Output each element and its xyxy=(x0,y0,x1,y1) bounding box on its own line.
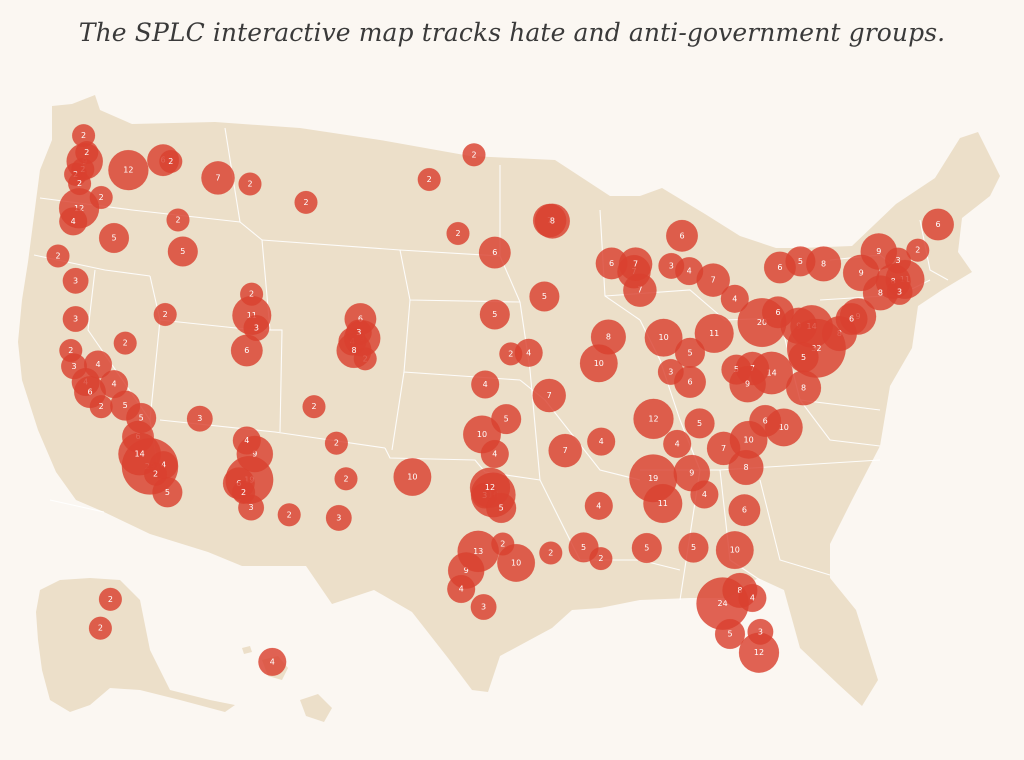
group-marker[interactable] xyxy=(728,449,764,486)
group-marker[interactable] xyxy=(417,167,441,192)
group-marker[interactable] xyxy=(89,185,113,210)
group-marker[interactable] xyxy=(62,305,89,333)
group-marker[interactable] xyxy=(277,503,301,527)
group-marker[interactable] xyxy=(143,462,168,486)
group-marker[interactable] xyxy=(480,439,509,469)
group-marker[interactable] xyxy=(589,546,613,571)
group-marker[interactable] xyxy=(98,222,130,254)
group-marker[interactable] xyxy=(167,236,198,267)
group-marker[interactable] xyxy=(294,190,318,215)
group-marker[interactable] xyxy=(715,531,754,570)
group-marker[interactable] xyxy=(166,208,190,232)
group-marker[interactable] xyxy=(258,647,287,677)
group-marker[interactable] xyxy=(720,284,749,313)
group-marker[interactable] xyxy=(706,431,741,466)
group-marker[interactable] xyxy=(738,583,767,613)
group-marker[interactable] xyxy=(201,161,235,195)
group-marker[interactable] xyxy=(618,247,653,281)
group-marker[interactable] xyxy=(534,203,571,239)
group-marker[interactable] xyxy=(470,593,497,621)
group-marker[interactable] xyxy=(673,365,707,399)
land-layer xyxy=(18,95,1000,722)
hawaii-shape xyxy=(242,646,332,722)
group-marker[interactable] xyxy=(548,433,583,468)
group-marker[interactable] xyxy=(886,278,913,306)
group-marker[interactable] xyxy=(749,404,782,437)
group-marker[interactable] xyxy=(62,267,89,294)
group-marker[interactable] xyxy=(491,532,515,556)
group-marker[interactable] xyxy=(690,480,719,509)
state-borders xyxy=(33,127,949,601)
group-marker[interactable] xyxy=(447,574,476,604)
group-marker[interactable] xyxy=(108,149,149,191)
group-marker[interactable] xyxy=(336,332,372,369)
group-marker[interactable] xyxy=(633,398,674,440)
group-marker[interactable] xyxy=(631,532,662,564)
group-marker[interactable] xyxy=(587,427,616,456)
group-marker[interactable] xyxy=(763,251,796,284)
group-marker[interactable] xyxy=(334,467,358,491)
group-marker[interactable] xyxy=(663,429,692,459)
group-marker[interactable] xyxy=(728,494,761,527)
group-marker[interactable] xyxy=(152,477,183,508)
group-marker[interactable] xyxy=(230,334,263,367)
group-marker[interactable] xyxy=(159,149,183,174)
group-marker[interactable] xyxy=(675,256,704,286)
map-caption: The SPLC interactive map tracks hate and… xyxy=(78,18,946,47)
group-marker[interactable] xyxy=(98,587,123,611)
group-marker[interactable] xyxy=(232,426,261,455)
group-marker[interactable] xyxy=(491,403,522,435)
group-marker[interactable] xyxy=(302,395,326,419)
group-marker[interactable] xyxy=(884,247,912,274)
group-marker[interactable] xyxy=(186,405,213,432)
group-marker[interactable] xyxy=(644,318,683,357)
group-marker[interactable] xyxy=(46,244,70,268)
group-marker[interactable] xyxy=(59,207,88,236)
group-marker[interactable] xyxy=(747,618,774,645)
group-marker[interactable] xyxy=(906,238,930,262)
group-marker[interactable] xyxy=(71,123,96,148)
group-marker[interactable] xyxy=(486,492,517,524)
group-marker[interactable] xyxy=(788,342,819,373)
group-marker[interactable] xyxy=(89,395,113,419)
group-marker[interactable] xyxy=(113,331,137,355)
group-marker[interactable] xyxy=(446,221,470,246)
group-marker[interactable] xyxy=(539,541,563,565)
group-marker[interactable] xyxy=(393,457,432,497)
group-marker[interactable] xyxy=(238,172,262,196)
group-marker[interactable] xyxy=(714,618,746,650)
group-marker[interactable] xyxy=(729,365,766,403)
group-marker[interactable] xyxy=(231,480,256,504)
group-marker[interactable] xyxy=(462,143,486,167)
group-marker[interactable] xyxy=(479,299,510,330)
group-marker[interactable] xyxy=(499,342,523,366)
group-marker[interactable] xyxy=(532,378,567,413)
group-marker[interactable] xyxy=(88,616,113,640)
group-marker[interactable] xyxy=(678,532,709,563)
group-marker[interactable] xyxy=(239,282,264,306)
group-marker[interactable] xyxy=(643,483,683,524)
group-marker[interactable] xyxy=(324,431,349,455)
group-marker[interactable] xyxy=(126,402,157,434)
group-marker[interactable] xyxy=(99,370,129,399)
group-marker[interactable] xyxy=(835,302,868,336)
group-marker[interactable] xyxy=(471,370,500,399)
group-marker[interactable] xyxy=(590,319,627,355)
group-marker[interactable] xyxy=(665,219,699,252)
group-marker[interactable] xyxy=(674,337,706,368)
group-marker[interactable] xyxy=(921,208,955,241)
group-marker[interactable] xyxy=(478,236,511,269)
group-marker[interactable] xyxy=(694,313,734,354)
group-marker[interactable] xyxy=(153,302,177,327)
group-marker[interactable] xyxy=(325,504,352,531)
group-marker[interactable] xyxy=(584,491,613,520)
group-marker[interactable] xyxy=(457,530,500,573)
alaska-shape xyxy=(36,578,235,712)
marker-layer[interactable]: 9222221262124522352722446323565422914452… xyxy=(46,123,955,677)
contiguous-us-shape xyxy=(18,95,1000,706)
group-marker[interactable] xyxy=(684,408,715,439)
group-marker[interactable] xyxy=(529,281,560,312)
group-marker[interactable] xyxy=(59,338,83,363)
